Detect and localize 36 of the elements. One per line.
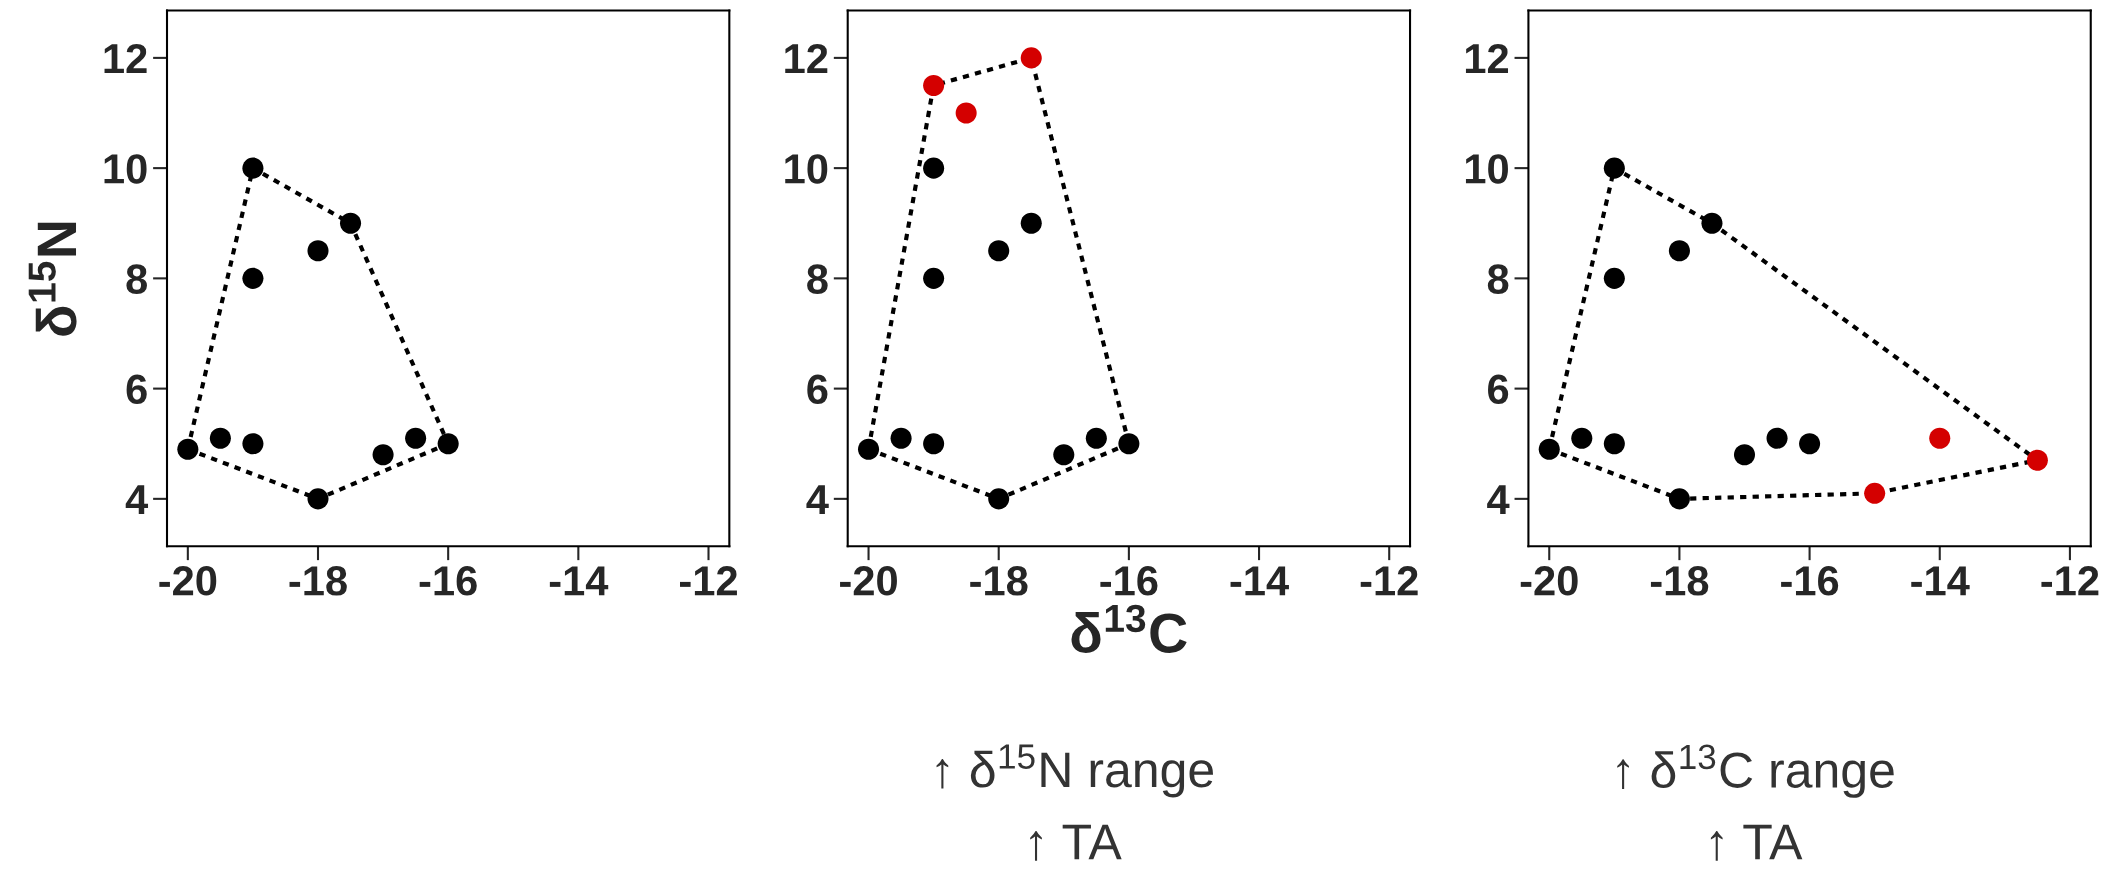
y-tick-label: 8 (807, 264, 828, 294)
text: ↑ TA (1030, 824, 1122, 861)
y-tick-label: 12 (104, 43, 147, 73)
x-tick-label: -16 (1781, 566, 1839, 596)
x-tick-label: -12 (2041, 566, 2099, 596)
x-tick-label: -16 (419, 566, 477, 596)
y-tick-label: 10 (1465, 154, 1508, 184)
x-tick-label: -14 (549, 566, 609, 596)
y-axis-title: δ$^{15}$N (28, 222, 77, 336)
x-tick-label: -14 (1911, 566, 1970, 596)
x-tick-label: -16 (1100, 566, 1158, 596)
x-tick-label: -20 (159, 566, 217, 596)
x-tick-label: -20 (840, 566, 897, 596)
y-tick-label: 6 (1488, 374, 1509, 405)
y-tick-label: 4 (806, 485, 829, 514)
x-tick-label: -18 (289, 566, 347, 596)
text: ↑ δ$^{15}$N range (936, 744, 1213, 798)
x-tick-label: -18 (1650, 566, 1709, 596)
y-tick-label: 8 (126, 264, 147, 294)
x-tick-label: -12 (1360, 566, 1418, 596)
x-tick-label: -18 (970, 566, 1028, 596)
y-tick-label: 8 (1487, 264, 1509, 294)
y-tick-label: 10 (104, 154, 147, 184)
text: ↑ δ$^{13}$C range (1617, 744, 1894, 798)
y-tick-label: 4 (125, 485, 149, 514)
x-axis-title: δ$^{13}$C (1071, 604, 1187, 653)
x-tick-label: -20 (1520, 566, 1578, 596)
x-tick-label: -12 (680, 566, 737, 596)
text: ↑ TA (1710, 824, 1803, 861)
y-tick-label: 12 (785, 43, 828, 73)
x-tick-label: -14 (1230, 566, 1289, 596)
y-tick-label: 10 (785, 154, 828, 184)
y-tick-label: 4 (1487, 485, 1510, 514)
y-tick-label: 12 (1465, 43, 1509, 73)
y-tick-label: 6 (807, 374, 828, 405)
y-tick-label: 6 (126, 374, 147, 405)
